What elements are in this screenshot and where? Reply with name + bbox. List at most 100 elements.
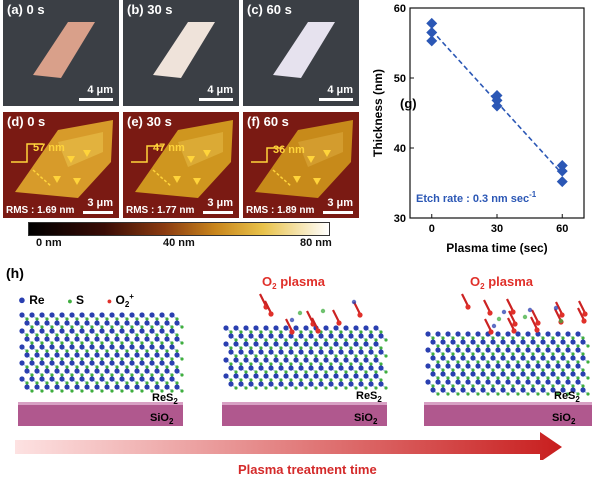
- re-atom: [580, 355, 586, 361]
- re-atom: [248, 381, 254, 387]
- s-atom: [55, 333, 59, 337]
- re-atom: [500, 339, 506, 345]
- plasma-ion-trail: [461, 293, 469, 307]
- s-atom: [90, 389, 94, 393]
- re-atom: [343, 341, 349, 347]
- re-atom: [425, 379, 431, 385]
- afm-flake: [131, 120, 233, 198]
- s-atom: [531, 368, 535, 372]
- s-atom: [536, 392, 540, 396]
- re-atom: [228, 365, 234, 371]
- s-atom: [379, 378, 383, 382]
- s-atom: [234, 338, 238, 342]
- s-atom: [314, 354, 318, 358]
- oxygen-ion: [268, 311, 274, 317]
- s-atom: [145, 349, 149, 353]
- s-atom: [546, 360, 550, 364]
- s-atom: [115, 365, 119, 369]
- re-atom: [530, 339, 536, 345]
- s-atom: [471, 352, 475, 356]
- re-atom: [223, 373, 229, 379]
- s-atom: [586, 344, 590, 348]
- s-atom: [334, 386, 338, 390]
- re-atom: [278, 365, 284, 371]
- s-atom: [170, 357, 174, 361]
- re-atom: [253, 341, 259, 347]
- s-atom: [334, 338, 338, 342]
- s-atom: [165, 381, 169, 385]
- re-atom: [29, 376, 35, 382]
- layer-label-3: ReS2: [554, 390, 580, 404]
- s-atom: [491, 336, 495, 340]
- re-atom: [368, 349, 374, 355]
- re-atom: [540, 339, 546, 345]
- re-atom: [318, 365, 324, 371]
- s-atom: [506, 360, 510, 364]
- s-atom: [170, 373, 174, 377]
- legend-o-sub: 2: [124, 300, 130, 309]
- colorbar-tick-80: 80 nm: [300, 237, 332, 249]
- re-atom: [154, 352, 160, 358]
- s-atom: [259, 346, 263, 350]
- re-atom: [243, 325, 249, 331]
- s-atom: [304, 370, 308, 374]
- s-atom: [105, 365, 109, 369]
- s-atom: [239, 346, 243, 350]
- s-atom: [471, 384, 475, 388]
- y-tick-label: 50: [394, 73, 406, 85]
- scale-bar-label: 3 μm: [87, 197, 113, 209]
- s-atom: [536, 344, 540, 348]
- s-atom: [110, 325, 114, 329]
- s-atom: [571, 352, 575, 356]
- re-atom: [39, 344, 45, 350]
- s-atom: [364, 354, 368, 358]
- re-atom: [303, 357, 309, 363]
- re-atom: [338, 365, 344, 371]
- s-atom: [461, 368, 465, 372]
- re-atom: [263, 341, 269, 347]
- re-atom: [308, 349, 314, 355]
- re-atom: [169, 328, 175, 334]
- s-atom: [264, 338, 268, 342]
- re-atom: [248, 349, 254, 355]
- re-atom: [435, 331, 441, 337]
- s-atom: [55, 317, 59, 321]
- re-atom: [89, 328, 95, 334]
- re-atom: [34, 384, 40, 390]
- s-atom: [180, 389, 184, 393]
- s-atom: [294, 338, 298, 342]
- re-atom: [373, 373, 379, 379]
- s-atom: [506, 392, 510, 396]
- re-atom: [84, 384, 90, 390]
- re-atom: [134, 352, 140, 358]
- s-atom: [279, 378, 283, 382]
- afm-panel-e: (e) 30 s 47 nm RMS : 1.77 nm 3 μm: [123, 112, 239, 218]
- s-atom: [35, 349, 39, 353]
- s-atom: [115, 317, 119, 321]
- re-atom: [460, 387, 466, 393]
- s-atom: [95, 349, 99, 353]
- s-atom: [175, 317, 179, 321]
- re-atom: [228, 333, 234, 339]
- s-atom: [239, 362, 243, 366]
- s-atom: [566, 344, 570, 348]
- plasma-ion-trail: [507, 317, 515, 331]
- s-atom: [551, 368, 555, 372]
- re-atom: [440, 355, 446, 361]
- re-atom: [94, 384, 100, 390]
- s-atom: [175, 365, 179, 369]
- legend-s: S: [76, 293, 85, 307]
- re-atom: [455, 347, 461, 353]
- s-atom: [264, 386, 268, 390]
- re-atom: [510, 387, 516, 393]
- re-atom: [580, 371, 586, 377]
- re-atom: [59, 312, 65, 318]
- s-atom: [40, 357, 44, 361]
- s-atom: [140, 373, 144, 377]
- s-atom: [339, 378, 343, 382]
- s-atom: [284, 354, 288, 358]
- rms-label: RMS : 1.77 nm: [126, 205, 195, 216]
- s-atom: [105, 317, 109, 321]
- re-atom: [485, 363, 491, 369]
- s-atom: [160, 325, 164, 329]
